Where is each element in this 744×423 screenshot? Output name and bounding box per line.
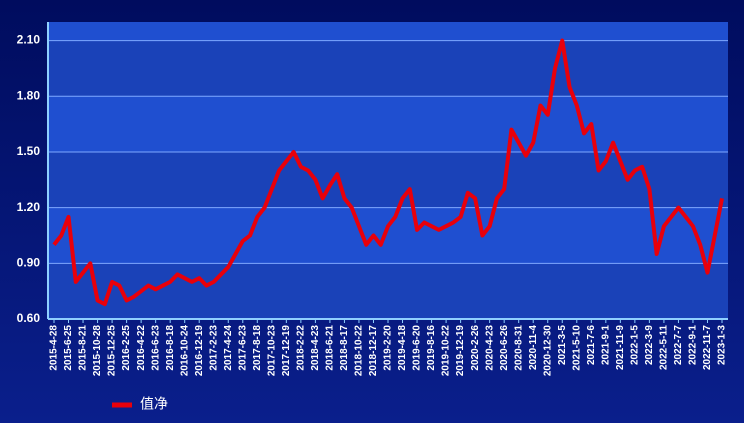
x-tick-label: 2021-11-9 <box>615 325 626 370</box>
x-tick-label: 2017-2-23 <box>208 325 219 371</box>
x-tick-label: 2018-6-21 <box>325 325 336 371</box>
x-tick-label: 2018-2-22 <box>296 325 307 371</box>
x-tick-label: 2019-2-20 <box>383 325 394 371</box>
x-tick-label: 2016-8-18 <box>165 325 176 371</box>
x-tick-label: 2017-8-18 <box>252 325 263 371</box>
y-tick-label: 2.10 <box>17 33 41 47</box>
x-tick-label: 2015-4-28 <box>49 325 60 371</box>
y-tick-label: 1.20 <box>17 200 41 214</box>
y-tick-label: 0.90 <box>17 255 41 269</box>
x-tick-label: 2019-10-22 <box>441 325 452 377</box>
data-line <box>52 38 724 307</box>
x-tick-label: 2020-6-26 <box>499 325 510 371</box>
plot-band <box>48 151 728 208</box>
x-tick-label: 2021-7-6 <box>586 325 597 365</box>
x-tick-label: 2018-4-23 <box>310 325 321 371</box>
x-tick-label: 2020-11-4 <box>528 325 539 370</box>
x-tick-label: 2022-9-1 <box>688 325 699 365</box>
x-tick-label: 2018-10-22 <box>354 325 365 377</box>
x-tick-label: 2022-1-5 <box>630 325 641 365</box>
x-tick-label: 2020-2-26 <box>470 325 481 371</box>
x-tick-label: 2020-12-30 <box>542 325 553 377</box>
plot-band <box>48 96 728 152</box>
plot-band <box>48 207 728 264</box>
y-tick-label: 1.80 <box>17 88 41 102</box>
x-tick-label: 2015-6-25 <box>63 325 74 371</box>
x-tick-label: 2016-4-22 <box>136 325 147 371</box>
x-tick-label: 2019-12-19 <box>455 325 466 377</box>
x-tick-label: 2016-2-25 <box>121 325 132 371</box>
x-tick-label: 2022-3-9 <box>644 325 655 365</box>
x-tick-label: 2019-6-20 <box>412 325 423 371</box>
legend-label: 值净 <box>140 396 168 412</box>
x-tick-label: 2018-12-17 <box>368 325 379 377</box>
x-tick-label: 2018-8-17 <box>339 325 350 371</box>
x-tick-label: 2023-1-3 <box>717 325 728 365</box>
x-tick-label: 2019-4-18 <box>397 325 408 371</box>
x-tick-label: 2021-5-10 <box>571 325 582 371</box>
x-tick-label: 2022-7-7 <box>673 325 684 365</box>
x-tick-label: 2021-3-5 <box>557 325 568 365</box>
x-tick-label: 2019-8-16 <box>426 325 437 371</box>
x-tick-label: 2017-4-24 <box>223 325 234 371</box>
x-tick-label: 2017-12-19 <box>281 325 292 377</box>
x-tick-label: 2015-12-25 <box>107 325 118 377</box>
x-tick-label: 2017-6-23 <box>237 325 248 371</box>
x-tick-label: 2015-8-21 <box>78 325 89 371</box>
x-tick-label: 2022-11-7 <box>702 325 713 370</box>
x-tick-label: 2020-4-23 <box>484 325 495 371</box>
x-tick-label: 2016-12-19 <box>194 325 205 377</box>
plot-band <box>48 263 728 319</box>
plot-band <box>48 40 728 97</box>
y-tick-label: 1.50 <box>17 144 41 158</box>
x-tick-label: 2021-9-1 <box>600 325 611 365</box>
x-tick-label: 2015-10-28 <box>92 325 103 377</box>
x-tick-label: 2017-10-23 <box>266 325 277 377</box>
x-tick-label: 2016-10-24 <box>179 325 190 377</box>
x-tick-label: 2016-6-23 <box>150 325 161 371</box>
y-tick-label: 0.60 <box>17 311 41 325</box>
x-tick-label: 2020-8-31 <box>513 325 524 371</box>
plot-band <box>48 22 728 41</box>
x-tick-label: 2022-5-11 <box>659 325 670 370</box>
